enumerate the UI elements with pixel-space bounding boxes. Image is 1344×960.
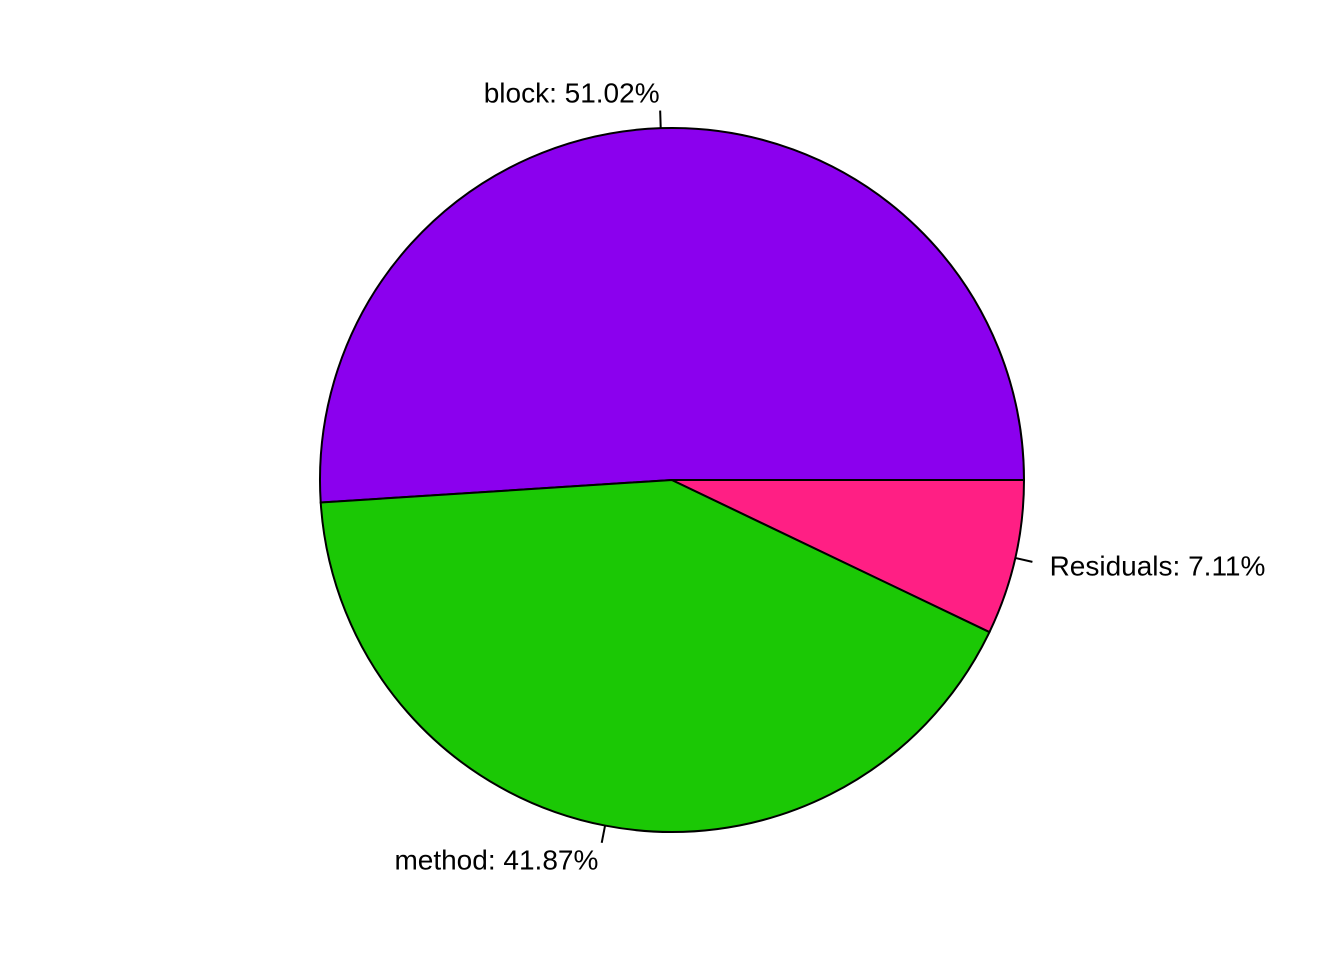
- slice-label-block: block: 51.02%: [484, 77, 660, 108]
- label-ticks: [600, 110, 1033, 844]
- pie-slice-method: [319, 478, 991, 833]
- pie-slice-block: [319, 127, 1026, 504]
- label-tick-block: [659, 110, 662, 129]
- label-tick-method: [600, 825, 607, 844]
- slice-label-method: method: 41.87%: [394, 845, 598, 876]
- slice-label-residuals: Residuals: 7.11%: [1050, 550, 1266, 581]
- pie-slice-residuals: [671, 479, 1026, 634]
- pie-slices: [319, 127, 1026, 833]
- label-tick-residuals: [1015, 556, 1033, 563]
- slice-labels: block: 51.02% method: 41.87% Residuals: 7.…: [394, 77, 1265, 875]
